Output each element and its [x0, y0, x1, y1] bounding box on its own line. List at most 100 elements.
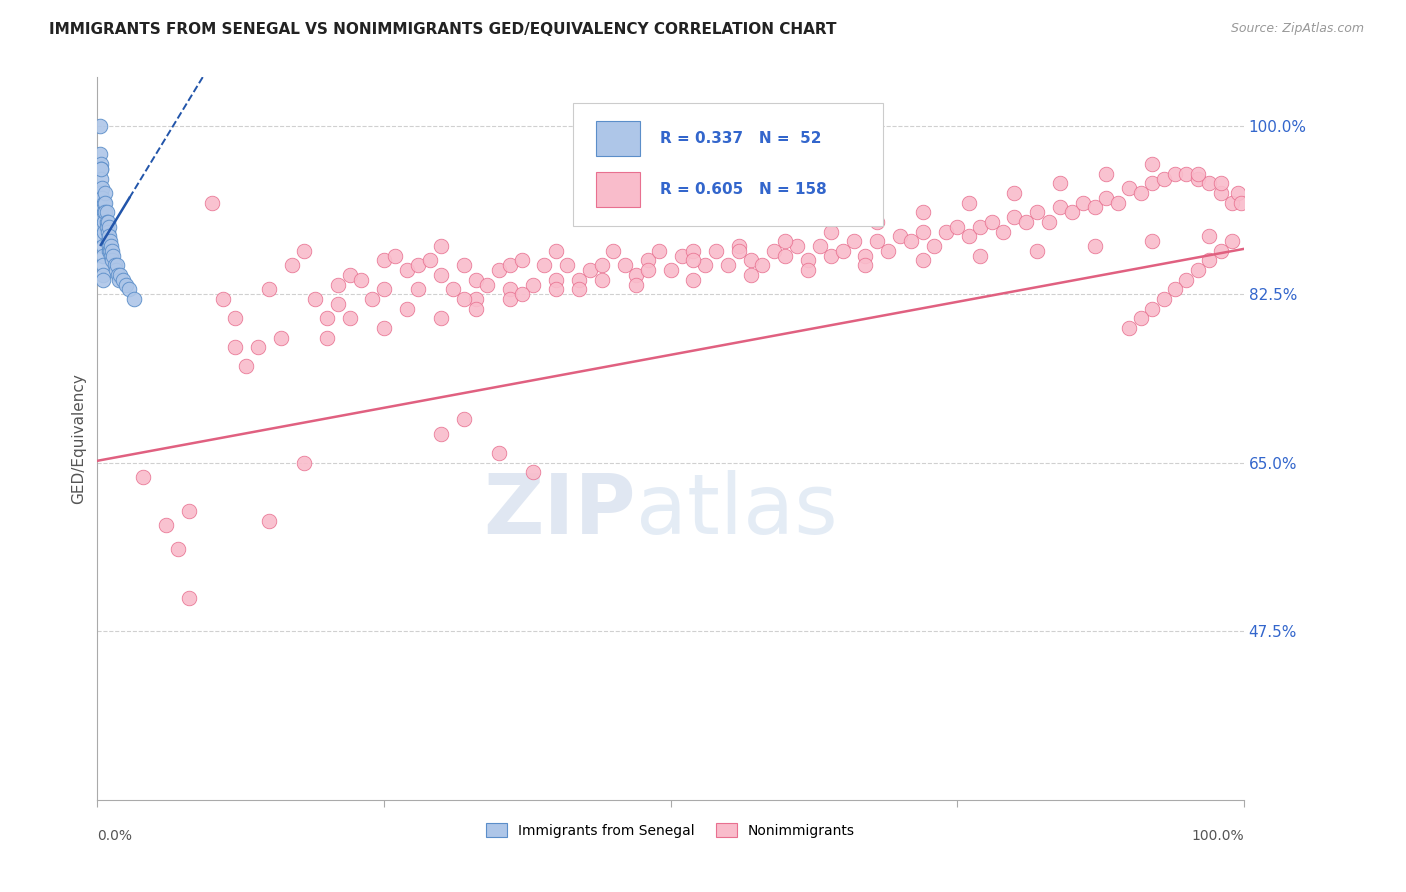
Point: [91, 273, 114, 287]
Point: [991, 225, 1014, 239]
Point: [304, 292, 326, 306]
Point: [93, 215, 115, 229]
Point: [946, 219, 969, 234]
Point: [969, 219, 991, 234]
Text: Source: ZipAtlas.com: Source: ZipAtlas.com: [1230, 22, 1364, 36]
Point: [395, 301, 418, 316]
Point: [911, 205, 934, 219]
Point: [499, 282, 522, 296]
Point: [93, 225, 115, 239]
Point: [1227, 186, 1250, 200]
Point: [889, 229, 911, 244]
Text: R = 0.605   N = 158: R = 0.605 N = 158: [661, 182, 827, 197]
Point: [510, 253, 533, 268]
Point: [855, 249, 877, 263]
Point: [464, 273, 486, 287]
Point: [1209, 244, 1232, 258]
Point: [911, 225, 934, 239]
Point: [855, 258, 877, 272]
Point: [96, 215, 118, 229]
Point: [544, 282, 567, 296]
Point: [104, 263, 127, 277]
Point: [544, 244, 567, 258]
Point: [957, 195, 980, 210]
Point: [373, 282, 395, 296]
Point: [94, 186, 117, 200]
Point: [224, 340, 246, 354]
Point: [97, 215, 120, 229]
Point: [1004, 210, 1026, 224]
Point: [797, 253, 820, 268]
Point: [557, 258, 579, 272]
Point: [107, 268, 129, 282]
Point: [831, 244, 853, 258]
Point: [96, 205, 118, 219]
Point: [115, 277, 138, 292]
Point: [212, 292, 235, 306]
Point: [1198, 253, 1220, 268]
Point: [671, 249, 693, 263]
Point: [453, 412, 475, 426]
Point: [91, 229, 114, 244]
Point: [522, 466, 544, 480]
Point: [430, 311, 453, 326]
Point: [1140, 157, 1163, 171]
Point: [510, 287, 533, 301]
Point: [1026, 205, 1049, 219]
Point: [1038, 215, 1060, 229]
Point: [773, 234, 796, 248]
Point: [579, 263, 602, 277]
Point: [717, 258, 740, 272]
Point: [326, 297, 349, 311]
Point: [1026, 244, 1049, 258]
Point: [1071, 195, 1094, 210]
Y-axis label: GED/Equivalency: GED/Equivalency: [72, 373, 86, 504]
Point: [957, 229, 980, 244]
Point: [101, 244, 124, 258]
Point: [499, 258, 522, 272]
Point: [762, 244, 785, 258]
Point: [682, 273, 704, 287]
Point: [1209, 177, 1232, 191]
Point: [1107, 195, 1129, 210]
Point: [1164, 167, 1187, 181]
Point: [430, 239, 453, 253]
Point: [90, 161, 112, 176]
Point: [89, 147, 111, 161]
Point: [201, 195, 224, 210]
Point: [475, 277, 498, 292]
Point: [1084, 239, 1107, 253]
Point: [132, 470, 155, 484]
Point: [1187, 171, 1209, 186]
Point: [430, 426, 453, 441]
Text: R = 0.337   N =  52: R = 0.337 N = 52: [661, 131, 821, 146]
FancyBboxPatch shape: [596, 172, 640, 207]
Point: [637, 253, 659, 268]
Point: [613, 258, 636, 272]
Point: [98, 234, 121, 248]
Point: [395, 263, 418, 277]
Point: [877, 244, 900, 258]
Point: [693, 258, 716, 272]
Point: [177, 504, 200, 518]
FancyBboxPatch shape: [596, 121, 640, 156]
Point: [591, 273, 613, 287]
Point: [97, 244, 120, 258]
Point: [110, 268, 132, 282]
Point: [1095, 191, 1118, 205]
Point: [103, 249, 125, 263]
Point: [1049, 201, 1071, 215]
Point: [105, 258, 128, 272]
Point: [648, 244, 671, 258]
Point: [166, 542, 188, 557]
Point: [1230, 195, 1253, 210]
Point: [339, 268, 361, 282]
Point: [373, 253, 395, 268]
Point: [1153, 292, 1175, 306]
Point: [488, 446, 510, 460]
Point: [1164, 282, 1187, 296]
Point: [97, 239, 120, 253]
Point: [1187, 167, 1209, 181]
Point: [866, 234, 889, 248]
Point: [281, 258, 304, 272]
